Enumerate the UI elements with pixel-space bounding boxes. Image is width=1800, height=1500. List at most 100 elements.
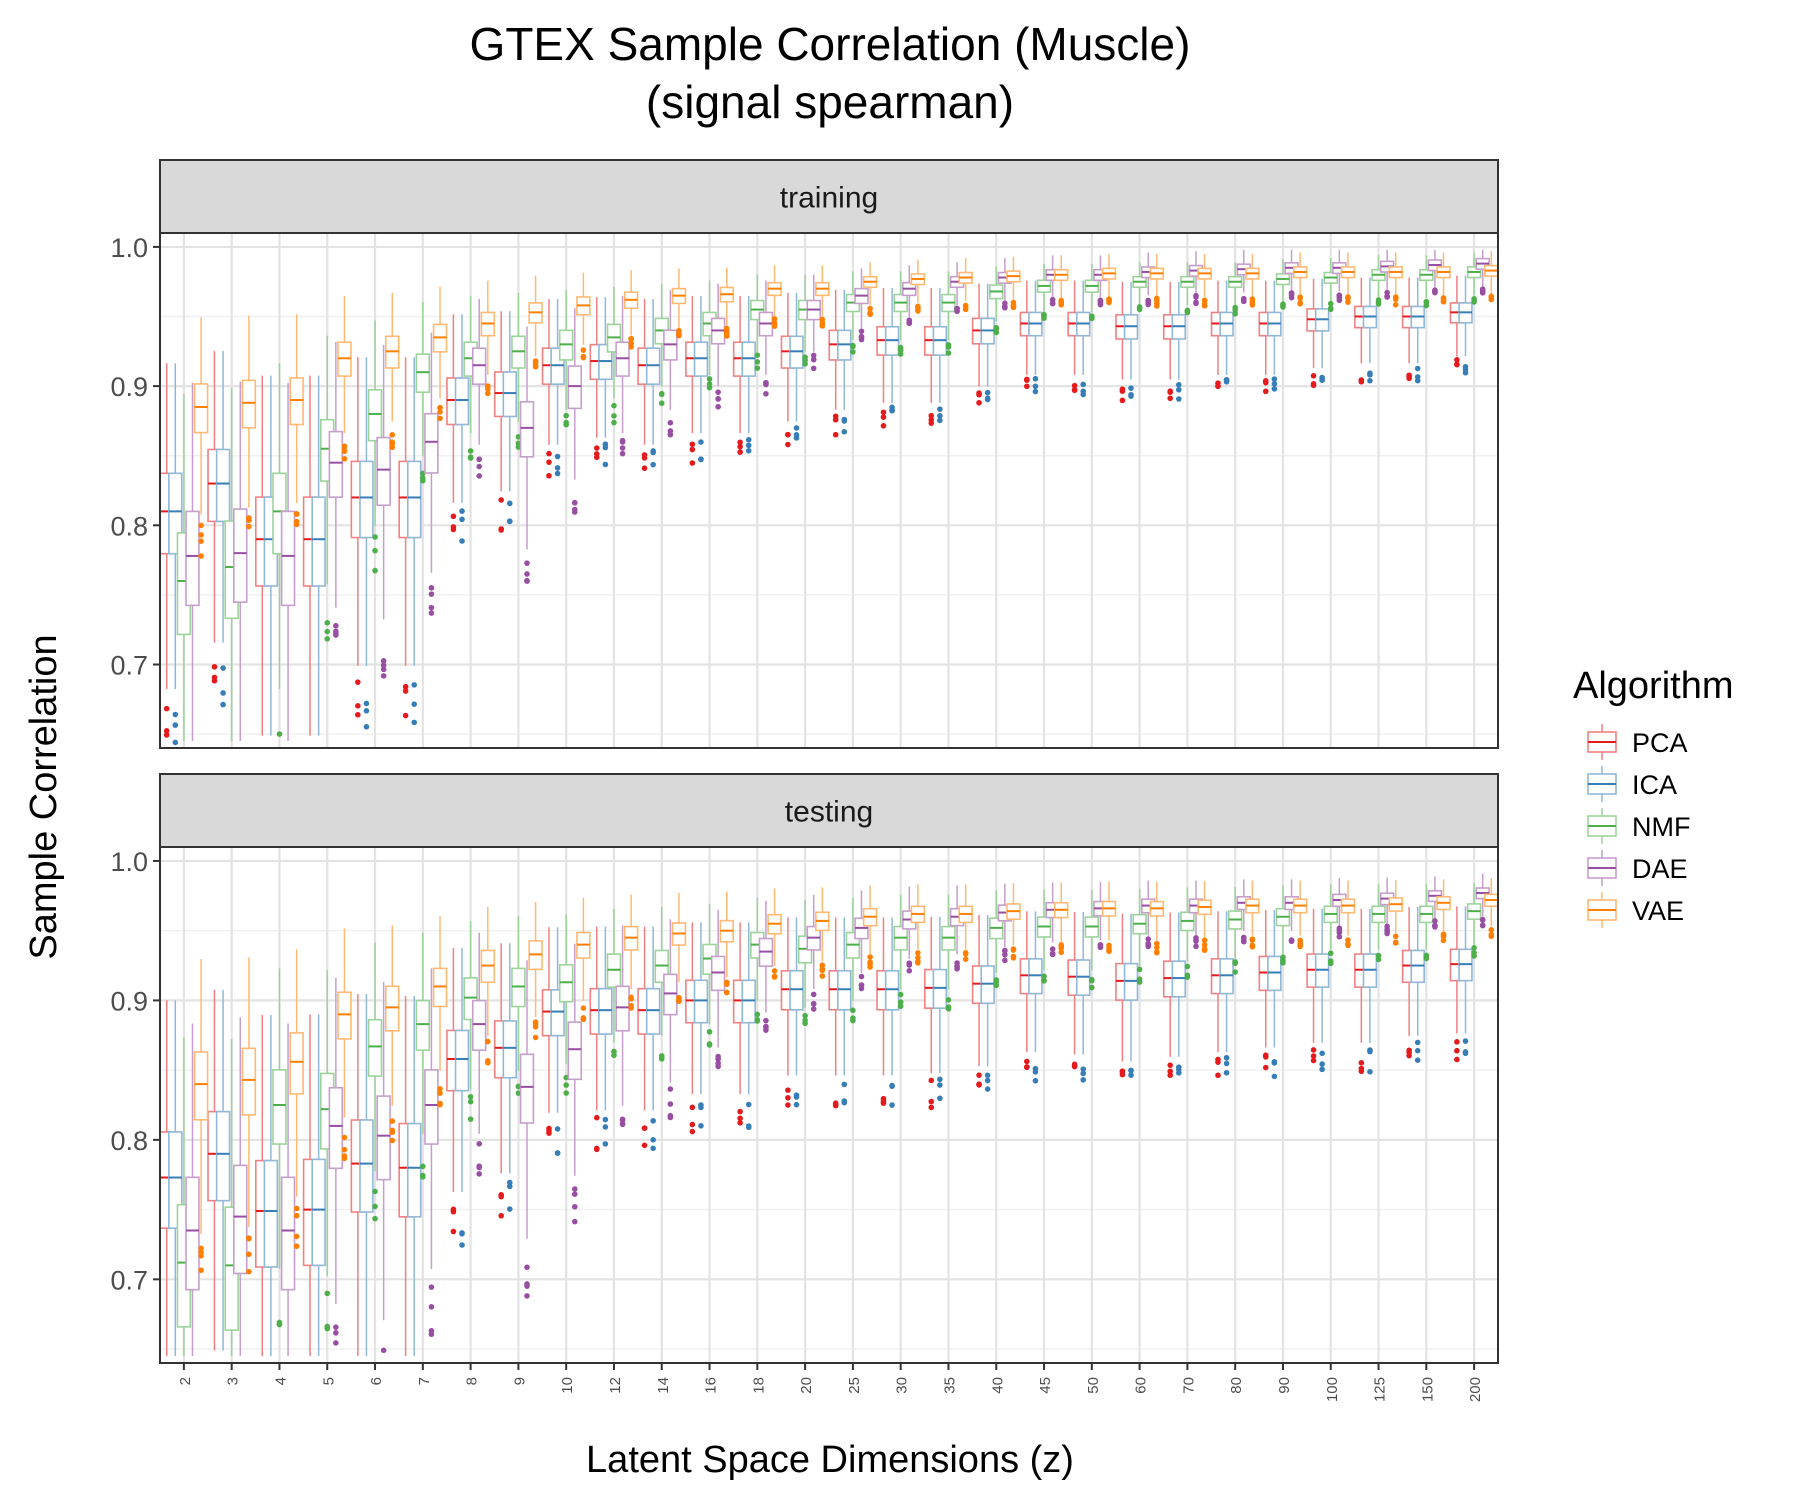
box-body xyxy=(837,969,852,1011)
outlier-point xyxy=(984,1077,991,1084)
y-tick-label: 0.9 xyxy=(110,986,148,1016)
outlier-point xyxy=(619,1116,626,1123)
x-tick-label: 5 xyxy=(320,1377,337,1385)
outlier-point xyxy=(1232,307,1238,313)
chart-title: GTEX Sample Correlation (Muscle) xyxy=(470,18,1191,70)
box-dae xyxy=(663,919,678,1121)
outlier-point xyxy=(1154,297,1160,304)
outlier-point xyxy=(1184,308,1191,314)
legend-item-dae: DAE xyxy=(1587,850,1688,886)
box-vae xyxy=(528,902,543,1041)
box-ica xyxy=(1267,910,1282,1080)
box-vae xyxy=(815,265,830,329)
outlier-point xyxy=(611,413,617,419)
outlier-point xyxy=(1201,301,1208,307)
legend-item-pca: PCA xyxy=(1587,724,1688,760)
outlier-point xyxy=(602,1124,609,1130)
outlier-point xyxy=(745,1101,752,1108)
outlier-point xyxy=(1136,304,1143,311)
outlier-point xyxy=(698,1102,704,1108)
box-vae xyxy=(1436,879,1451,944)
outlier-point xyxy=(363,724,370,730)
outlier-point xyxy=(1375,299,1382,305)
box-ica xyxy=(598,926,613,1147)
box-nmf xyxy=(1371,884,1386,963)
outlier-point xyxy=(1223,1060,1230,1067)
box-vae xyxy=(289,314,304,528)
outlier-point xyxy=(897,991,904,998)
outlier-point xyxy=(698,1123,704,1129)
outlier-point xyxy=(763,1017,769,1024)
outlier-point xyxy=(428,1327,435,1334)
outlier-point xyxy=(220,701,226,708)
outlier-point xyxy=(1024,1058,1030,1065)
box-ica xyxy=(1075,280,1091,398)
outlier-point xyxy=(867,311,873,317)
box-ica xyxy=(502,943,518,1212)
outlier-point xyxy=(220,665,226,671)
outlier-point xyxy=(467,448,474,454)
outlier-point xyxy=(211,677,218,684)
outlier-point xyxy=(763,391,769,397)
outlier-point xyxy=(1119,397,1126,404)
outlier-point xyxy=(1193,300,1199,307)
outlier-point xyxy=(715,403,721,410)
outlier-point xyxy=(246,1235,252,1242)
x-axis-title: Latent Space Dimensions (z) xyxy=(586,1439,1074,1481)
box-body xyxy=(502,1020,518,1079)
box-body xyxy=(376,436,391,507)
outlier-point xyxy=(1184,974,1191,980)
outlier-point xyxy=(546,1127,552,1134)
outlier-point xyxy=(723,989,730,996)
box-body xyxy=(272,1069,287,1145)
box-vae xyxy=(1149,253,1165,309)
outlier-point xyxy=(246,1268,252,1275)
outlier-point xyxy=(1358,377,1365,383)
box-body xyxy=(328,430,344,498)
outlier-point xyxy=(793,425,800,431)
outlier-point xyxy=(706,381,713,387)
outlier-point xyxy=(1432,923,1438,929)
outlier-point xyxy=(1080,391,1087,398)
box-body xyxy=(693,979,709,1024)
box-body xyxy=(289,377,304,426)
outlier-point xyxy=(715,396,721,402)
outlier-point xyxy=(1128,1072,1134,1078)
outlier-point xyxy=(1319,1066,1325,1073)
outlier-point xyxy=(1193,943,1199,950)
outlier-point xyxy=(1223,378,1230,385)
outlier-point xyxy=(1454,361,1460,368)
outlier-point xyxy=(1032,1069,1039,1075)
box-nmf xyxy=(1323,258,1339,313)
outlier-point xyxy=(467,455,474,461)
outlier-point xyxy=(546,459,552,465)
box-body xyxy=(359,460,374,539)
box-body xyxy=(663,973,678,1016)
outlier-point xyxy=(945,1004,952,1010)
outlier-point xyxy=(706,1041,713,1047)
box-ica xyxy=(454,314,470,544)
outlier-point xyxy=(867,305,873,312)
outlier-point xyxy=(324,636,331,642)
outlier-point xyxy=(485,1059,491,1066)
box-dae xyxy=(1332,249,1347,304)
outlier-point xyxy=(524,560,530,566)
box-vae xyxy=(337,928,352,1162)
outlier-point xyxy=(1462,1038,1469,1044)
facet-strip xyxy=(159,773,1499,848)
outlier-point xyxy=(1249,942,1256,949)
outlier-point xyxy=(1423,302,1430,309)
outlier-point xyxy=(593,1114,600,1121)
box-vae xyxy=(910,259,926,314)
outlier-point xyxy=(498,527,504,533)
outlier-point xyxy=(771,973,778,980)
outlier-point xyxy=(1336,929,1343,936)
outlier-point xyxy=(737,1108,743,1115)
outlier-point xyxy=(1367,1068,1373,1075)
outlier-point xyxy=(1097,944,1104,950)
outlier-point xyxy=(993,982,1000,989)
box-vae xyxy=(576,897,591,1023)
outlier-point xyxy=(641,1125,648,1131)
outlier-point xyxy=(793,1094,800,1100)
outlier-point xyxy=(832,431,839,438)
